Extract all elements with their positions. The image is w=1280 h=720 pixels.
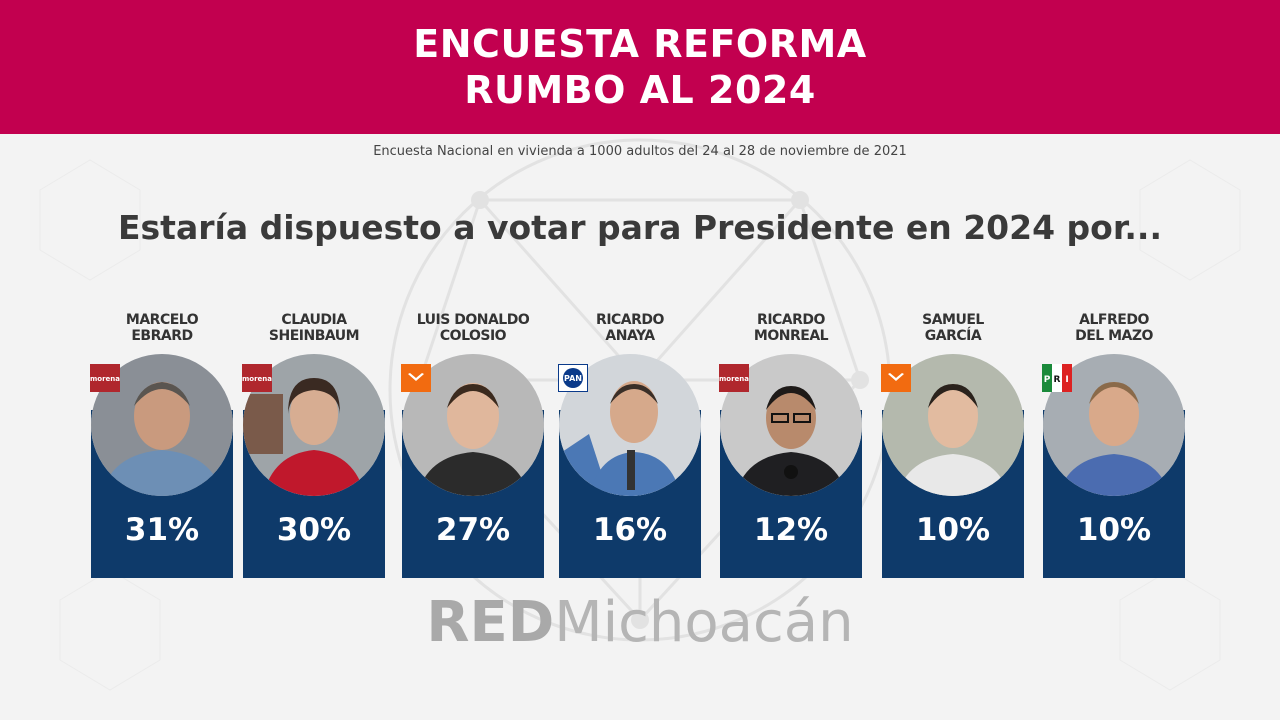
candidate-name: RICARDO ANAYA	[596, 312, 664, 344]
percentage-value: 31%	[124, 512, 200, 548]
title-line-1: ENCUESTA REFORMA	[413, 22, 867, 66]
svg-text:morena: morena	[90, 375, 120, 383]
movimiento-ciudadano-logo-icon	[401, 364, 431, 392]
morena-logo-icon: morena	[242, 364, 272, 392]
percentage-value: 10%	[1076, 512, 1152, 548]
survey-subtitle: Encuesta Nacional en vivienda a 1000 adu…	[373, 144, 907, 159]
candidate-photo	[559, 354, 701, 496]
candidate-name: LUIS DONALDO COLOSIO	[416, 312, 530, 344]
candidate-name: SAMUEL GARCÍA	[922, 312, 984, 344]
candidate-card-colosio: LUIS DONALDO COLOSIO 27%	[401, 312, 544, 578]
candidate-card-anaya: RICARDO ANAYA PAN 16%	[557, 312, 701, 578]
svg-text:morena: morena	[719, 375, 749, 383]
svg-text:P: P	[1044, 375, 1051, 385]
movimiento-ciudadano-logo-icon	[881, 364, 911, 392]
candidate-name: ALFREDO DEL MAZO	[1075, 312, 1153, 344]
candidate-card-sheinbaum: CLAUDIA SHEINBAUM morena 30%	[242, 312, 385, 578]
pan-logo-icon: PAN	[557, 363, 589, 393]
morena-logo-icon: morena	[719, 364, 749, 392]
title-line-2: RUMBO AL 2024	[464, 68, 816, 112]
percentage-value: 30%	[276, 512, 352, 548]
percentage-value: 10%	[915, 512, 991, 548]
candidate-card-del-mazo: ALFREDO DEL MAZO P R I 10%	[1042, 312, 1185, 578]
candidate-card-ebrard: MARCELO EBRARD morena 31%	[90, 312, 233, 578]
survey-question: Estaría dispuesto a votar para President…	[118, 208, 1162, 247]
svg-text:morena: morena	[242, 375, 272, 383]
brand-red: RED	[426, 590, 555, 655]
candidate-card-garcia: SAMUEL GARCÍA 10%	[881, 312, 1024, 578]
percentage-value: 16%	[592, 512, 668, 548]
svg-text:PAN: PAN	[564, 374, 582, 383]
svg-text:R: R	[1054, 375, 1061, 385]
red-michoacan-logo: REDMichoacán	[0, 590, 1280, 655]
percentage-value: 27%	[435, 512, 511, 548]
candidate-name: MARCELO EBRARD	[125, 312, 199, 344]
brand-michoacan: Michoacán	[554, 590, 854, 655]
candidate-name: CLAUDIA SHEINBAUM	[268, 312, 360, 344]
percentage-value: 12%	[753, 512, 829, 548]
svg-text:I: I	[1065, 375, 1068, 385]
pri-logo-icon: P R I	[1042, 364, 1072, 392]
morena-logo-icon: morena	[90, 364, 120, 392]
candidate-card-monreal: RICARDO MONREAL morena 12%	[719, 312, 862, 578]
candidate-name: RICARDO MONREAL	[753, 312, 829, 344]
header-banner: ENCUESTA REFORMA RUMBO AL 2024	[0, 0, 1280, 134]
